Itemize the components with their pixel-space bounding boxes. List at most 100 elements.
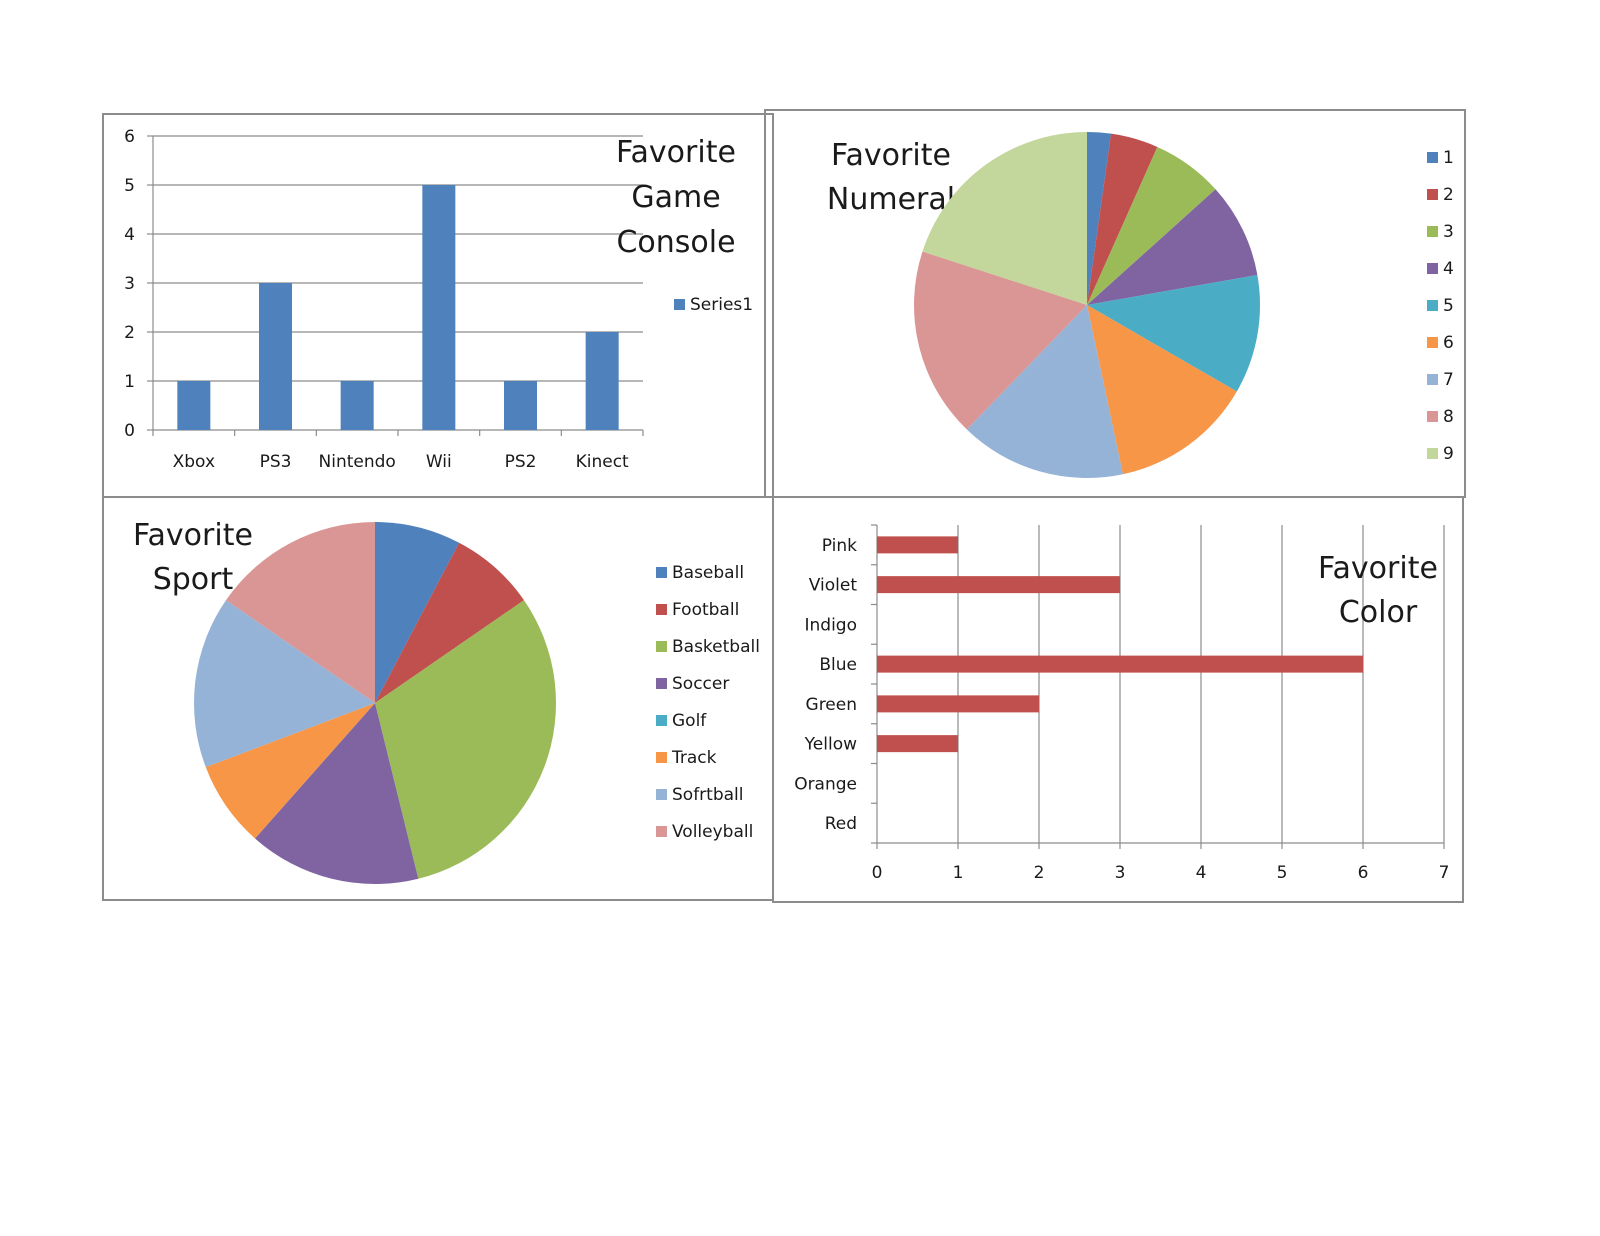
color-x-tick-label: 2 bbox=[1034, 863, 1045, 883]
numeral-slice-2 bbox=[1087, 133, 1158, 305]
color-x-tick-label: 5 bbox=[1277, 863, 1288, 883]
color-chart-title: Favorite Color bbox=[1318, 551, 1438, 630]
color-category-label: Red bbox=[825, 814, 857, 834]
numeral-chart: Favorite Numeral 1 2 3 4 5 6 7 8 9 bbox=[827, 132, 1454, 478]
numeral-legend-label: 3 bbox=[1443, 222, 1454, 242]
color-bar bbox=[877, 536, 958, 554]
color-category-label: Green bbox=[806, 695, 857, 715]
sport-legend-swatch bbox=[656, 826, 667, 837]
console-y-tick-label: 2 bbox=[124, 323, 135, 343]
sport-slice-track bbox=[205, 703, 375, 839]
sport-legend-label: Basketball bbox=[672, 637, 760, 657]
sport-legend-swatch bbox=[656, 715, 667, 726]
sport-legend-swatch bbox=[656, 752, 667, 763]
console-bar bbox=[585, 332, 619, 430]
sport-chart: Favorite Sport Baseball Football Basketbal… bbox=[133, 518, 760, 884]
color-category-label: Blue bbox=[819, 655, 857, 675]
console-y-tick-label: 3 bbox=[124, 274, 135, 294]
console-title-line-3: Console bbox=[616, 225, 735, 260]
color-x-tick-label: 6 bbox=[1358, 863, 1369, 883]
console-y-tick-label: 6 bbox=[124, 127, 135, 147]
numeral-legend-label: 1 bbox=[1443, 148, 1454, 168]
sport-legend-swatch bbox=[656, 604, 667, 615]
color-title-line-1: Favorite bbox=[1318, 551, 1438, 586]
sport-slice-sofrtball bbox=[194, 600, 375, 768]
console-y-tick-label: 4 bbox=[124, 225, 135, 245]
numeral-pie bbox=[913, 132, 1260, 478]
color-category-label: Yellow bbox=[804, 735, 857, 755]
color-category-labels: Pink Violet Indigo Blue Green Yellow Orange Red bbox=[794, 536, 857, 834]
numeral-legend-label: 8 bbox=[1443, 407, 1454, 427]
numeral-slice-6 bbox=[1087, 305, 1237, 475]
numeral-title-line-2: Numeral bbox=[827, 182, 955, 217]
color-x-tick-label: 3 bbox=[1115, 863, 1126, 883]
sport-legend-label: Sofrtball bbox=[672, 785, 744, 805]
numeral-legend-label: 6 bbox=[1443, 333, 1454, 353]
console-legend: Series1 bbox=[674, 295, 753, 315]
sport-title-line-2: Sport bbox=[153, 562, 234, 597]
console-bar bbox=[504, 381, 537, 430]
numeral-slice-3 bbox=[1087, 146, 1216, 305]
console-chart-title: Favorite Game Console bbox=[616, 135, 736, 260]
console-x-tick-labels: Xbox PS3 Nintendo Wii PS2 Kinect bbox=[173, 452, 629, 472]
sport-title-line-1: Favorite bbox=[133, 518, 253, 553]
sport-legend-label: Volleyball bbox=[672, 822, 753, 842]
sport-legend-swatch bbox=[656, 789, 667, 800]
sport-slice-basketball bbox=[375, 600, 556, 879]
color-x-tick-labels: 0 1 2 3 4 5 6 7 bbox=[872, 863, 1450, 883]
console-y-tick-labels: 0 1 2 3 4 5 6 bbox=[124, 127, 135, 441]
console-x-tick-label: PS2 bbox=[505, 452, 537, 472]
color-bar bbox=[877, 695, 1039, 713]
sport-legend-label: Baseball bbox=[672, 563, 744, 583]
numeral-legend-swatch bbox=[1427, 337, 1438, 348]
color-chart: Pink Violet Indigo Blue Green Yellow Orange Red… bbox=[794, 524, 1450, 883]
sport-legend-swatch bbox=[656, 567, 667, 578]
color-x-tick-label: 4 bbox=[1196, 863, 1207, 883]
console-title-line-1: Favorite bbox=[616, 135, 736, 170]
console-gridlines bbox=[147, 135, 644, 436]
sport-legend-label: Track bbox=[671, 748, 717, 768]
numeral-slice-9 bbox=[922, 132, 1087, 305]
numeral-legend-swatch bbox=[1427, 189, 1438, 200]
console-bar bbox=[177, 381, 211, 430]
color-chart-frame bbox=[772, 496, 1464, 903]
numeral-legend-swatch bbox=[1427, 226, 1438, 237]
console-x-tick-label: Nintendo bbox=[319, 452, 396, 472]
console-bar bbox=[422, 185, 456, 430]
numeral-slice-1 bbox=[1087, 132, 1112, 305]
sport-legend-label: Golf bbox=[672, 711, 707, 731]
numeral-legend-swatch bbox=[1427, 152, 1438, 163]
color-bar bbox=[877, 576, 1120, 594]
sport-legend-swatch bbox=[656, 641, 667, 652]
console-y-tick-label: 1 bbox=[124, 372, 135, 392]
console-y-tick-label: 5 bbox=[124, 176, 135, 196]
sport-slice-soccer bbox=[254, 703, 419, 884]
color-x-tick-label: 1 bbox=[953, 863, 964, 883]
console-x-tick-label: Wii bbox=[426, 452, 452, 472]
numeral-slice-8 bbox=[913, 251, 1087, 430]
color-category-label: Violet bbox=[809, 576, 858, 596]
console-title-line-2: Game bbox=[631, 180, 720, 215]
numeral-title-line-1: Favorite bbox=[831, 138, 951, 173]
sport-slice-volleyball bbox=[226, 522, 375, 703]
sport-slice-baseball bbox=[375, 522, 460, 703]
numeral-legend-swatch bbox=[1427, 263, 1438, 274]
console-bar bbox=[340, 381, 374, 430]
console-x-tick-label: Xbox bbox=[173, 452, 215, 472]
numeral-legend-label: 7 bbox=[1443, 370, 1454, 390]
sport-legend-label: Football bbox=[672, 600, 739, 620]
sport-pie bbox=[194, 522, 556, 884]
numeral-chart-title: Favorite Numeral bbox=[827, 138, 955, 217]
console-bar bbox=[259, 283, 292, 430]
console-y-tick-label: 0 bbox=[124, 421, 135, 441]
color-category-label: Indigo bbox=[805, 615, 858, 635]
numeral-legend-label: 5 bbox=[1443, 296, 1454, 316]
color-bar bbox=[877, 655, 1363, 673]
numeral-legend-swatch bbox=[1427, 300, 1438, 311]
color-bar bbox=[877, 735, 958, 753]
color-category-label: Pink bbox=[822, 536, 857, 556]
console-legend-swatch bbox=[674, 299, 685, 310]
numeral-slice-4 bbox=[1087, 189, 1258, 305]
sport-legend: Baseball Football Basketball Soccer Golf Trac… bbox=[656, 563, 760, 842]
sport-legend-swatch bbox=[656, 678, 667, 689]
